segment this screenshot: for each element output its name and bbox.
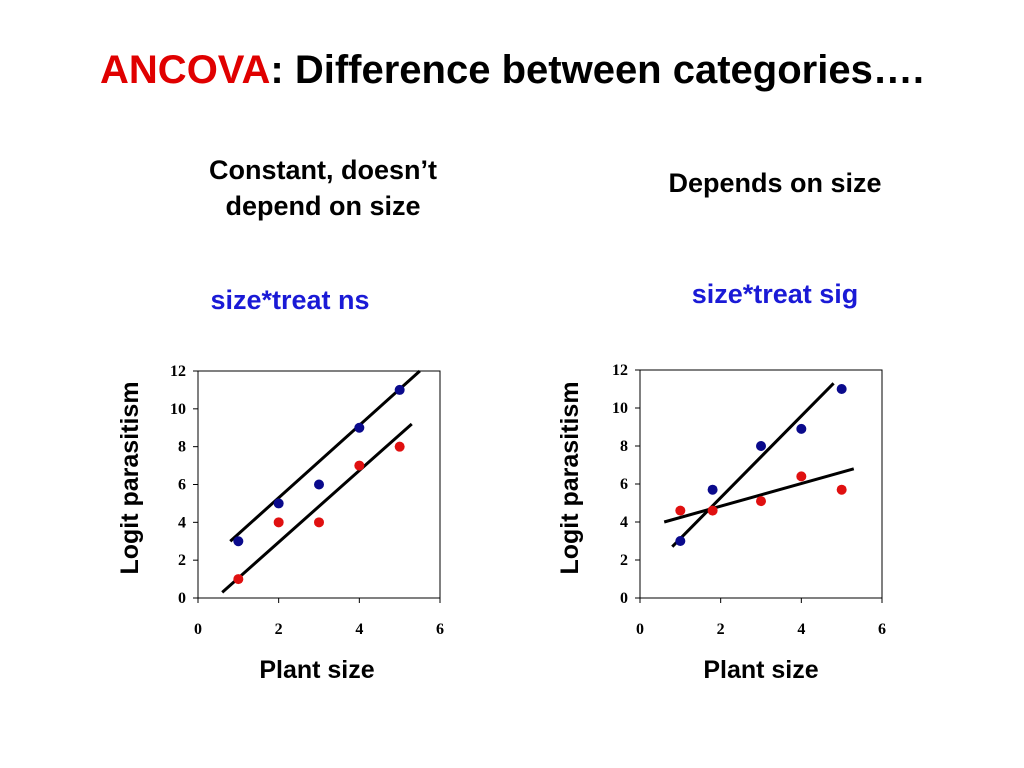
x-tick-label: 0 xyxy=(194,621,202,638)
x-tick-label: 4 xyxy=(355,621,363,638)
data-point xyxy=(756,496,766,507)
y-tick-label: 6 xyxy=(178,477,186,494)
y-tick-label: 12 xyxy=(170,363,186,380)
y-tick-label: 10 xyxy=(612,400,628,417)
page-title: ANCOVA: Difference between categories…. xyxy=(0,48,1024,93)
data-point xyxy=(756,441,766,451)
fit-line xyxy=(671,382,835,548)
data-point xyxy=(394,441,405,452)
y-tick-label: 10 xyxy=(170,401,186,418)
data-point xyxy=(836,384,847,394)
x-tick-label: 6 xyxy=(436,621,444,638)
data-point xyxy=(675,536,686,546)
title-rest: : Difference between categories…. xyxy=(270,48,924,92)
data-point xyxy=(796,471,807,482)
data-point xyxy=(233,574,244,585)
data-point xyxy=(314,479,324,490)
x-tick-label: 2 xyxy=(717,621,725,638)
x-tick-label: 0 xyxy=(636,621,644,638)
data-point xyxy=(354,422,365,433)
data-point xyxy=(314,517,324,528)
y-tick-label: 0 xyxy=(620,590,628,607)
y-tick-label: 6 xyxy=(620,476,628,493)
fit-line xyxy=(663,467,855,524)
x-tick-label: 6 xyxy=(878,621,886,638)
data-point xyxy=(707,484,718,495)
y-tick-label: 2 xyxy=(178,552,186,569)
y-axis-label: Logit parasitism xyxy=(116,381,144,574)
data-point xyxy=(707,505,718,516)
left-heading-line1: Constant, doesn’t xyxy=(209,155,437,185)
right-note: size*treat sig xyxy=(691,279,859,309)
right-heading: Depends on size xyxy=(668,168,882,198)
left-heading: Constant, doesn’t depend on size xyxy=(173,152,473,224)
y-tick-label: 8 xyxy=(178,439,186,456)
fit-line xyxy=(229,369,421,543)
data-point xyxy=(273,517,284,528)
data-point xyxy=(273,498,284,509)
x-tick-label: 2 xyxy=(275,621,283,638)
data-point xyxy=(233,536,244,547)
left-note: size*treat ns xyxy=(210,285,370,315)
y-tick-label: 2 xyxy=(620,552,628,569)
y-tick-label: 4 xyxy=(620,514,628,531)
data-point xyxy=(394,384,405,395)
fit-line xyxy=(221,422,413,594)
data-point xyxy=(796,423,807,434)
x-tick-label: 4 xyxy=(797,621,805,638)
y-axis-label: Logit parasitism xyxy=(556,381,584,574)
x-axis-label: Plant size xyxy=(259,656,374,684)
y-tick-label: 0 xyxy=(178,590,186,607)
data-point xyxy=(354,460,365,471)
scatter-chart-right: 0 2 4 6 8 10 12 0 2 4 6 Plant size Logit parasitism xyxy=(556,362,886,684)
y-tick-label: 12 xyxy=(612,362,628,379)
x-axis-label: Plant size xyxy=(703,656,818,684)
left-heading-line2: depend on size xyxy=(225,191,421,221)
plot-frame xyxy=(639,369,883,599)
y-tick-label: 8 xyxy=(620,438,628,455)
data-point xyxy=(675,505,686,516)
data-point xyxy=(836,484,847,495)
scatter-chart-left: 0 2 4 6 8 10 12 0 2 4 6 Plant size Logit parasitism xyxy=(116,363,444,684)
title-accent: ANCOVA xyxy=(100,48,271,92)
y-tick-label: 4 xyxy=(178,514,186,531)
